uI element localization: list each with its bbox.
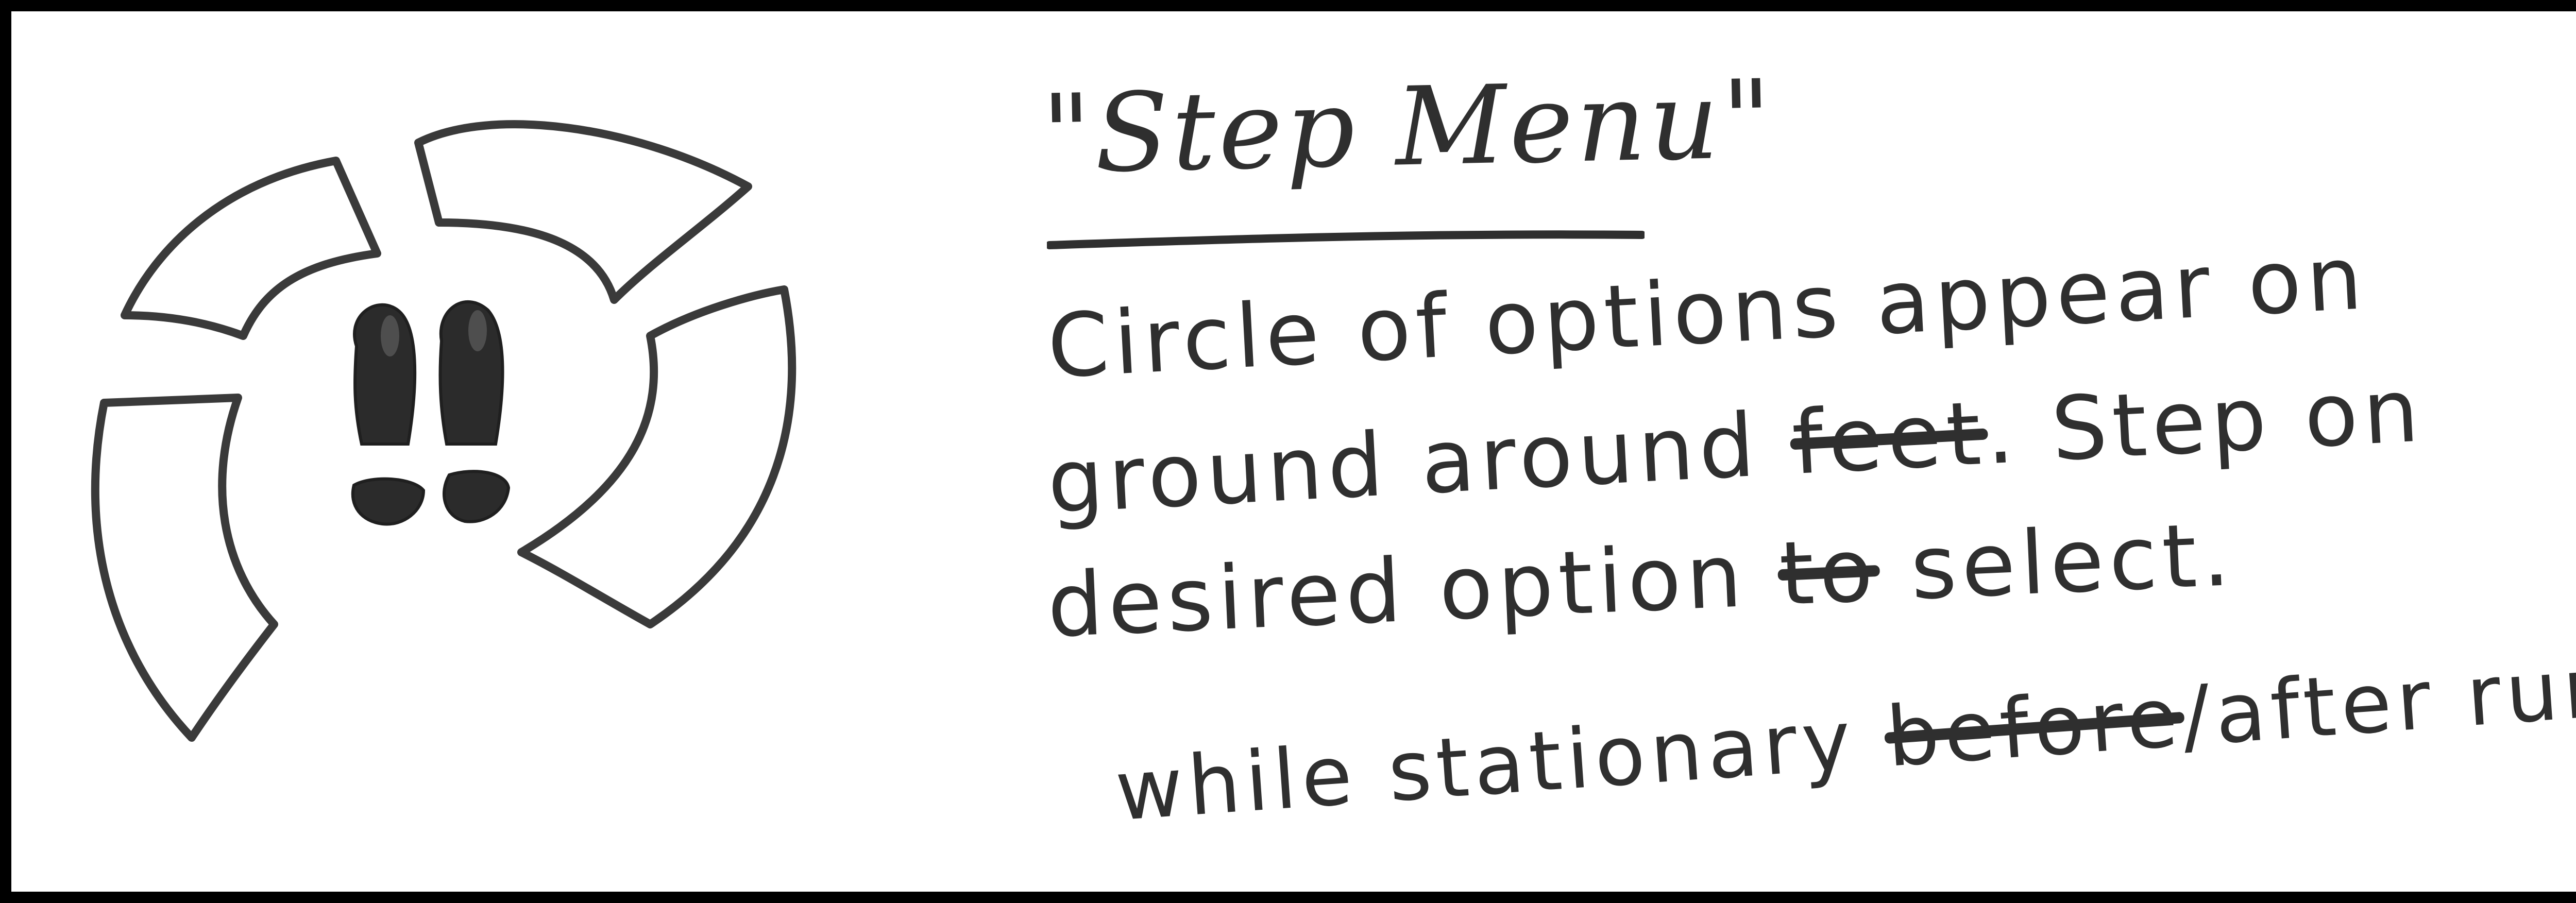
note-line-3: desired option to select. [1045, 504, 2237, 657]
notes-panel: "Step Menu" Circle of options appear on … [1037, 42, 2576, 887]
note-line-4-text: while stationary [1112, 691, 1859, 840]
page-title: "Step Menu" [1040, 56, 1776, 198]
step-menu-illustration [68, 94, 856, 774]
menu-segment-top-right [414, 120, 752, 304]
note-line-1: Circle of options appear on [1045, 227, 2370, 398]
note-line-4-tail: /after run) [2179, 635, 2576, 765]
note-line-2: ground around feet. Step on [1045, 360, 2427, 534]
footprints-icon [351, 300, 511, 526]
radial-step-menu-icon [91, 120, 796, 742]
menu-segment-top-left [121, 157, 381, 340]
menu-segment-right [517, 285, 796, 628]
note-line-2-text: ground around [1045, 394, 1762, 534]
note-line-3-text: desired option [1045, 525, 1749, 658]
note-line-3-tail: select. [1908, 503, 2237, 620]
note-line-4: while stationary before/after run) [1112, 636, 2576, 840]
struck-word-feet: feet [1789, 382, 1989, 495]
title-underline [1047, 230, 1645, 249]
struck-word-before: before [1883, 669, 2186, 786]
note-line-2-tail: . Step on [1983, 360, 2427, 485]
menu-segment-left [91, 394, 278, 742]
struck-word-to: to [1777, 519, 1880, 626]
